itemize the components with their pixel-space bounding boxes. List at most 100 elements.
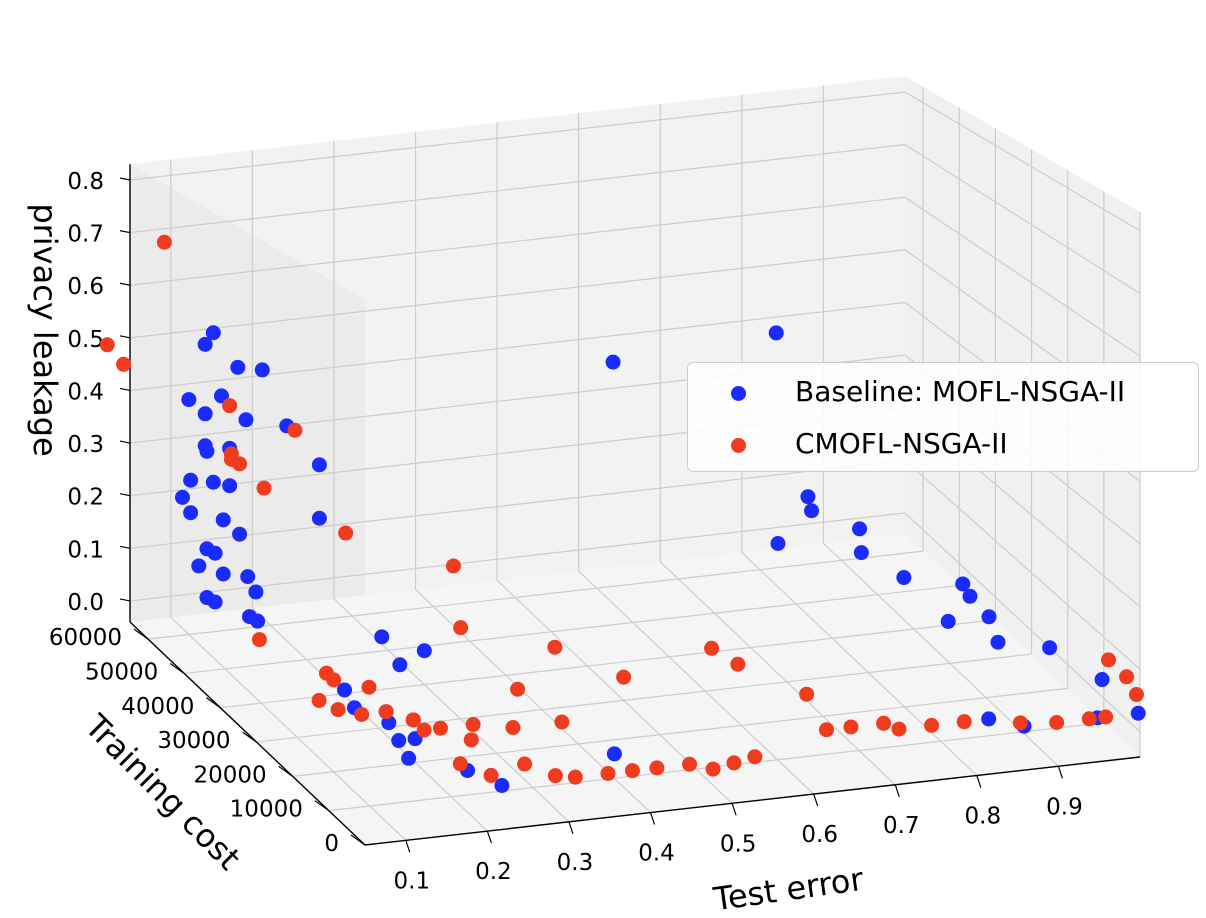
point-cmofl: [483, 767, 499, 783]
point-baseline: [254, 362, 270, 378]
y-tick-label: 60000: [49, 625, 122, 651]
point-baseline: [981, 609, 997, 625]
point-cmofl: [1098, 709, 1114, 725]
point-cmofl: [361, 679, 377, 695]
point-cmofl: [405, 712, 421, 728]
point-baseline: [250, 613, 266, 629]
point-cmofl: [517, 756, 533, 772]
point-baseline: [232, 526, 248, 542]
point-baseline: [215, 512, 231, 528]
point-baseline: [494, 777, 510, 793]
point-cmofl: [547, 639, 563, 655]
point-baseline: [940, 613, 956, 629]
point-cmofl: [956, 714, 972, 730]
z-tick-mark: [119, 493, 131, 497]
x-tick-label: 0.8: [965, 804, 1002, 830]
point-baseline: [205, 325, 221, 341]
point-cmofl: [726, 755, 742, 771]
x-axis-line: [364, 756, 1141, 846]
z-axis-label: privacy leakage: [26, 203, 64, 456]
point-cmofl: [463, 732, 479, 748]
point-baseline: [962, 588, 978, 604]
x-tick-mark: [1057, 766, 1063, 779]
y-tick-mark: [133, 628, 149, 640]
grid-line-x-floor: [659, 561, 896, 786]
point-baseline: [238, 412, 254, 428]
point-baseline: [955, 576, 971, 592]
z-tick-mark: [119, 387, 131, 392]
point-baseline: [768, 325, 784, 341]
grid-line-z-right: [904, 196, 1141, 357]
point-baseline: [1094, 672, 1110, 688]
point-cmofl: [730, 656, 746, 672]
point-baseline: [183, 505, 199, 521]
point-baseline: [197, 336, 213, 352]
point-baseline: [248, 584, 264, 600]
z-tick-mark: [119, 545, 131, 549]
point-cmofl: [378, 704, 394, 720]
point-cmofl: [649, 760, 665, 776]
point-baseline: [416, 643, 432, 659]
z-tick-mark: [119, 440, 131, 444]
point-cmofl: [256, 480, 272, 496]
z-tick-mark: [119, 177, 131, 181]
point-baseline: [191, 558, 207, 574]
point-cmofl: [311, 692, 327, 708]
x-tick-mark: [976, 775, 982, 788]
grid-line-z-right: [904, 144, 1141, 294]
point-cmofl: [704, 640, 720, 656]
z-tick-label: 0.5: [67, 327, 104, 353]
x-tick-label: 0.1: [394, 868, 431, 894]
point-cmofl: [1100, 652, 1116, 668]
grid-line-z-back: [129, 249, 906, 339]
z-tick-label: 0.2: [67, 485, 104, 511]
point-baseline: [800, 489, 816, 505]
grid-line-x-floor: [251, 607, 488, 832]
x-tick-label: 0.2: [475, 859, 512, 885]
x-tick-label: 0.9: [1046, 794, 1083, 820]
grid-line-x-floor: [170, 616, 407, 841]
legend: Baseline: MOFL-NSGA-II CMOFL-NSGA-II: [687, 362, 1199, 472]
y-tick-label: 40000: [121, 694, 194, 720]
x-axis-label: Test error: [710, 860, 866, 918]
point-cmofl: [251, 632, 267, 648]
grid-line-x-floor: [578, 570, 815, 795]
legend-label-baseline: Baseline: MOFL-NSGA-II: [795, 375, 1126, 408]
point-baseline: [181, 392, 197, 408]
y-tick-label: 0: [324, 831, 339, 857]
point-cmofl: [465, 717, 481, 733]
x-tick-label: 0.5: [720, 831, 757, 857]
point-cmofl: [616, 669, 632, 685]
point-baseline: [1130, 705, 1146, 721]
point-cmofl: [682, 756, 698, 772]
point-baseline: [990, 634, 1006, 650]
point-cmofl: [99, 337, 115, 353]
y-tick-mark: [242, 731, 257, 743]
point-baseline: [374, 629, 390, 645]
y-tick-mark: [169, 662, 185, 674]
point-cmofl: [705, 761, 721, 777]
grid-line-x-floor: [741, 552, 978, 776]
z-tick-label: 0.4: [67, 379, 104, 405]
grid-line-z-back: [129, 196, 906, 286]
z-tick-label: 0.0: [67, 590, 104, 616]
point-baseline: [605, 354, 621, 370]
point-cmofl: [891, 721, 907, 737]
point-baseline: [981, 711, 997, 727]
z-tick-label: 0.7: [67, 222, 104, 248]
grid-line-z-back: [129, 91, 906, 181]
point-cmofl: [156, 234, 172, 250]
point-baseline: [606, 746, 622, 762]
z-tick-mark: [119, 335, 131, 339]
z-tick-label: 0.6: [67, 274, 104, 300]
x-tick-label: 0.6: [801, 822, 838, 848]
point-baseline: [311, 510, 327, 526]
point-cmofl: [1128, 687, 1144, 703]
x-tick-label: 0.4: [638, 841, 675, 867]
point-cmofl: [1012, 715, 1028, 731]
point-baseline: [197, 406, 213, 422]
point-baseline: [215, 566, 231, 582]
grid-line-z-back: [129, 144, 906, 234]
point-baseline: [852, 521, 868, 537]
point-cmofl: [116, 356, 132, 372]
